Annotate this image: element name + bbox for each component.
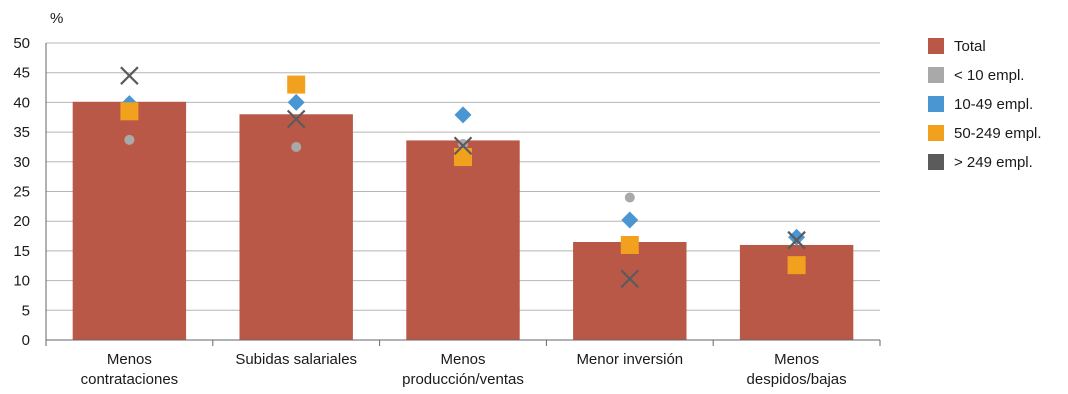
bar bbox=[406, 140, 520, 340]
y-tick-label: 5 bbox=[22, 302, 30, 319]
marker-point bbox=[454, 106, 472, 124]
legend-label: 10-49 empl. bbox=[954, 96, 1033, 113]
legend-swatch bbox=[928, 125, 944, 141]
y-tick-label: 35 bbox=[13, 124, 30, 141]
marker-point bbox=[624, 192, 635, 203]
y-tick-label: 50 bbox=[13, 35, 30, 52]
category-label: Menos despidos/bajas bbox=[747, 351, 847, 388]
legend-label: < 10 empl. bbox=[954, 67, 1024, 84]
axes bbox=[45, 43, 881, 346]
category-label: Menos producción/ventas bbox=[402, 351, 524, 388]
marker-point bbox=[621, 211, 639, 229]
legend-swatch bbox=[928, 96, 944, 112]
category-label: Subidas salariales bbox=[235, 351, 357, 368]
legend-swatch bbox=[928, 67, 944, 83]
marker-point bbox=[787, 256, 806, 275]
markers bbox=[120, 66, 806, 289]
marker-point bbox=[620, 269, 640, 289]
marker-point bbox=[458, 138, 468, 149]
marker-point bbox=[286, 109, 306, 129]
marker-point bbox=[453, 136, 473, 156]
category-labels: Menos contrataciones Subidas salariales Men… bbox=[81, 351, 847, 388]
legend-label: > 249 empl. bbox=[954, 154, 1033, 171]
marker-point bbox=[120, 102, 139, 121]
marker-point bbox=[124, 134, 135, 145]
y-tick-label: 20 bbox=[13, 213, 30, 230]
marker-point bbox=[287, 75, 306, 94]
y-tick-label: 0 bbox=[22, 332, 30, 349]
y-tick-labels: 0 5 10 15 20 25 30 35 40 45 50 bbox=[13, 35, 30, 349]
marker-point bbox=[120, 66, 139, 85]
category-label: Menos contrataciones bbox=[81, 351, 179, 388]
y-tick-label: 30 bbox=[13, 154, 30, 171]
y-tick-label: 40 bbox=[13, 94, 30, 111]
legend-swatch bbox=[928, 38, 944, 54]
bar bbox=[573, 241, 687, 340]
category-label: Menor inversión bbox=[576, 351, 683, 368]
marker-point bbox=[787, 230, 806, 250]
y-tick-label: 45 bbox=[13, 65, 30, 82]
legend-swatch bbox=[928, 154, 944, 170]
marker-point bbox=[454, 148, 472, 167]
marker-point bbox=[620, 235, 639, 254]
marker-point bbox=[788, 228, 806, 246]
marker-point bbox=[287, 93, 305, 111]
legend-label: Total bbox=[954, 38, 986, 55]
y-tick-label: 25 bbox=[13, 184, 30, 201]
y-tick-label: 10 bbox=[13, 273, 30, 290]
y-unit-label: % bbox=[50, 10, 63, 27]
y-tick-label: 15 bbox=[13, 243, 30, 260]
legend-label: 50-249 empl. bbox=[954, 125, 1042, 142]
marker-point bbox=[291, 141, 302, 152]
legend: Total < 10 empl. 10-49 empl. 50-249 empl. > … bbox=[928, 38, 1042, 171]
